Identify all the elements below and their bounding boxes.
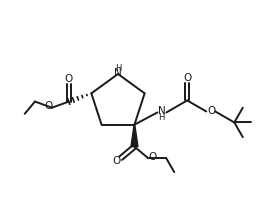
Text: O: O: [207, 106, 215, 117]
Polygon shape: [131, 125, 138, 147]
Text: N: N: [157, 106, 165, 117]
Text: O: O: [148, 152, 156, 162]
Text: O: O: [183, 74, 191, 83]
Text: O: O: [45, 101, 53, 111]
Text: O: O: [65, 74, 73, 84]
Text: O: O: [113, 156, 121, 166]
Text: H: H: [158, 113, 165, 122]
Text: H: H: [115, 64, 121, 73]
Text: N: N: [114, 68, 122, 79]
